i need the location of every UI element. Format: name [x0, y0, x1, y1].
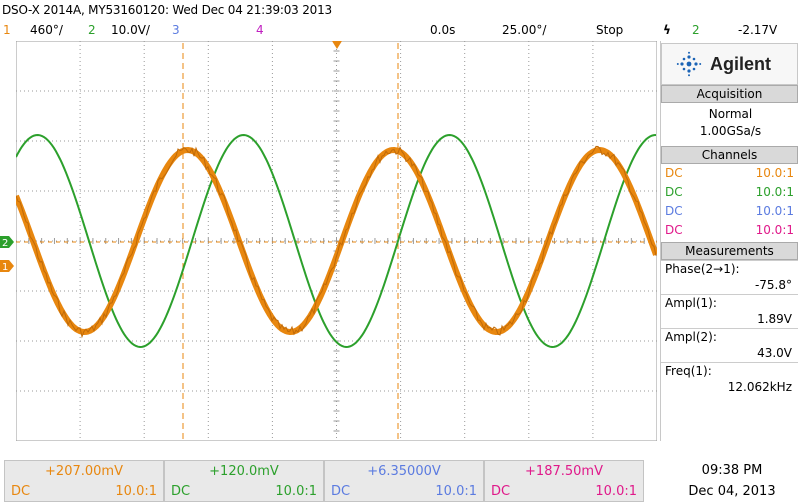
channel-row-2[interactable]: DC 10.0:1 — [661, 183, 800, 202]
ch2-scale[interactable]: 10.0V/ — [111, 23, 150, 37]
channel-row-1[interactable]: DC 10.0:1 — [661, 164, 800, 183]
measurement-freq[interactable]: Freq(1): 12.062kHz — [661, 362, 798, 396]
time-scale[interactable]: 25.00°/ — [502, 23, 547, 37]
clock-date: Dec 04, 2013 — [688, 484, 776, 499]
channel-probe: 10.0:1 — [755, 185, 794, 199]
channel-probe: 10.0:1 — [755, 204, 794, 218]
brand-logo: Agilent — [661, 43, 798, 85]
channels-header: Channels — [661, 146, 798, 164]
channel-list: DC 10.0:1 DC 10.0:1 DC 10.0:1 DC 10.0:1 — [661, 164, 800, 240]
clock: 09:38 PM Dec 04, 2013 — [664, 460, 800, 502]
measurement-phase[interactable]: Phase(2→1): -75.8° — [661, 260, 798, 294]
channel-coupling: DC — [665, 223, 683, 237]
acquisition-mode: Normal — [708, 107, 753, 121]
channel-coupling: DC — [665, 166, 683, 180]
waveform-display[interactable] — [16, 41, 657, 441]
ch4-offset-box[interactable]: +187.50mV DC 10.0:1 — [484, 460, 644, 502]
trigger-edge-icon: ϟ — [663, 23, 671, 37]
ch3-offset: +6.35000V — [367, 464, 441, 479]
ch3-number[interactable]: 3 — [172, 23, 180, 37]
ch4-coupling: DC — [491, 484, 511, 499]
ch1-probe: 10.0:1 — [115, 484, 157, 499]
brand-name: Agilent — [710, 53, 771, 74]
ch2-number[interactable]: 2 — [88, 23, 96, 37]
ch4-number[interactable]: 4 — [256, 23, 264, 37]
acquisition-header: Acquisition — [661, 85, 798, 103]
ch4-probe: 10.0:1 — [595, 484, 637, 499]
ch2-probe: 10.0:1 — [275, 484, 317, 499]
trigger-source[interactable]: 2 — [692, 23, 700, 37]
ch1-waveform-noise — [16, 145, 657, 339]
measurement-ampl-2[interactable]: Ampl(2): 43.0V — [661, 328, 798, 362]
channel-row-3[interactable]: DC 10.0:1 — [661, 202, 800, 221]
ch3-probe: 10.0:1 — [435, 484, 477, 499]
ch1-coupling: DC — [11, 484, 31, 499]
ch2-marker-label: 2 — [2, 238, 8, 249]
measurement-label: Ampl(1): — [665, 296, 717, 310]
ch2-offset-box[interactable]: +120.0mV DC 10.0:1 — [164, 460, 324, 502]
measurement-ampl-1[interactable]: Ampl(1): 1.89V — [661, 294, 798, 328]
ch2-waveform — [16, 133, 657, 349]
trigger-position-marker[interactable] — [332, 41, 342, 49]
ch1-scale[interactable]: 460°/ — [30, 23, 63, 37]
ch2-ground-marker[interactable] — [0, 236, 14, 248]
ch3-offset-box[interactable]: +6.35000V DC 10.0:1 — [324, 460, 484, 502]
ch3-coupling: DC — [331, 484, 351, 499]
bottom-channel-bar: +207.00mV DC 10.0:1 +120.0mV DC 10.0:1 +… — [0, 458, 800, 503]
measurement-label: Phase(2→1): — [665, 262, 740, 276]
sample-rate: 1.00GSa/s — [699, 124, 762, 138]
measurement-value: 43.0V — [757, 346, 792, 360]
ch2-coupling: DC — [171, 484, 191, 499]
measurement-label: Freq(1): — [665, 364, 712, 378]
channel-coupling: DC — [665, 185, 683, 199]
channel-probe: 10.0:1 — [755, 166, 794, 180]
channel-probe: 10.0:1 — [755, 223, 794, 237]
trigger-level[interactable]: -2.17V — [738, 23, 778, 37]
ch1-marker-label: 1 — [2, 262, 8, 273]
measurement-value: 12.062kHz — [727, 380, 792, 394]
ch2-offset: +120.0mV — [209, 464, 279, 479]
measurement-value: -75.8° — [754, 278, 792, 292]
agilent-spark-icon — [676, 51, 702, 77]
graticule — [16, 41, 657, 441]
status-bar: 1 460°/ 2 10.0V/ 3 4 0.0s 25.00°/ Stop ϟ… — [0, 22, 800, 41]
measurement-value: 1.89V — [757, 312, 792, 326]
ch4-offset: +187.50mV — [525, 464, 603, 479]
ch1-ground-marker[interactable] — [0, 260, 14, 272]
measurements-header: Measurements — [661, 242, 798, 260]
channel-coupling: DC — [665, 204, 683, 218]
clock-time: 09:38 PM — [701, 463, 763, 478]
title-bar: DSO-X 2014A, MY53160120: Wed Dec 04 21:3… — [0, 0, 800, 22]
side-panel: Agilent Acquisition Normal 1.00GSa/s Cha… — [660, 41, 800, 441]
ch1-offset-box[interactable]: +207.00mV DC 10.0:1 — [4, 460, 164, 502]
channel-ground-markers: 2 1 — [0, 230, 16, 280]
window-title: DSO-X 2014A, MY53160120: Wed Dec 04 21:3… — [2, 3, 332, 17]
run-state[interactable]: Stop — [596, 23, 624, 37]
waveform-canvas[interactable] — [16, 41, 657, 441]
ch1-number[interactable]: 1 — [3, 23, 11, 37]
measurement-label: Ampl(2): — [665, 330, 717, 344]
channel-row-4[interactable]: DC 10.0:1 — [661, 221, 800, 240]
ch1-offset: +207.00mV — [45, 464, 123, 479]
time-offset[interactable]: 0.0s — [430, 23, 456, 37]
